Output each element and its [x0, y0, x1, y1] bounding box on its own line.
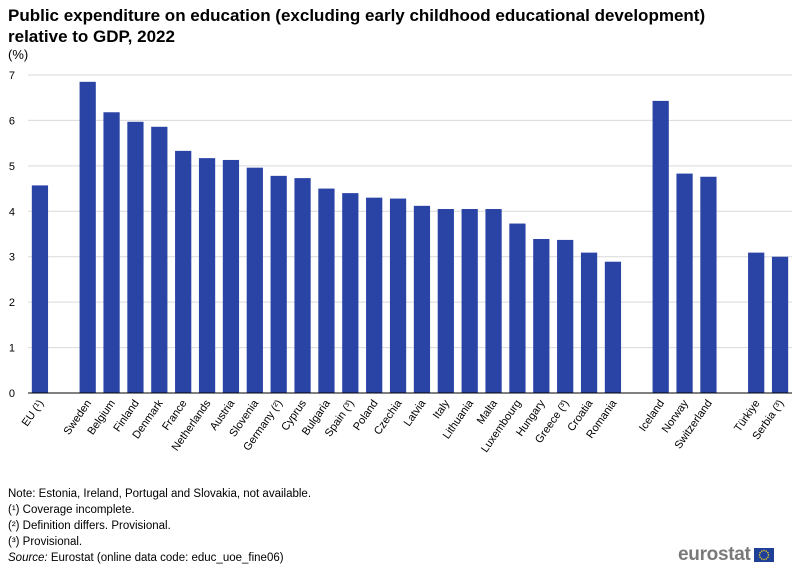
bar [771, 256, 789, 393]
footnote-3: (³) Provisional. [8, 536, 83, 548]
bar [151, 126, 168, 393]
bar [652, 100, 669, 393]
y-tick-label: 2 [9, 297, 15, 309]
bar [413, 205, 431, 393]
bar [557, 239, 574, 393]
footnote-1: (¹) Coverage incomplete. [8, 504, 135, 516]
y-tick-label: 1 [9, 343, 15, 355]
bar [389, 198, 407, 393]
bar [700, 176, 717, 393]
bar [533, 238, 550, 393]
bar [437, 209, 454, 393]
y-unit-label: (%) [8, 47, 29, 62]
bar [198, 158, 216, 393]
bar [342, 193, 359, 393]
x-tick-label: Latvia [402, 397, 429, 429]
footnote-2: (²) Definition differs. Provisional. [8, 520, 171, 532]
bar [676, 173, 693, 393]
bar [103, 112, 120, 393]
bar [127, 121, 144, 393]
source-label: Source: [8, 552, 48, 564]
y-tick-label: 7 [9, 70, 15, 82]
bar [294, 178, 311, 393]
y-tick-label: 6 [9, 115, 15, 127]
bar [748, 252, 765, 393]
bar [366, 197, 383, 393]
bar [485, 209, 502, 393]
source-line: Source: Eurostat (online data code: educ… [8, 550, 311, 566]
y-tick-label: 3 [9, 252, 15, 264]
note-text: Note: Estonia, Ireland, Portugal and Slo… [8, 488, 312, 500]
bar [270, 175, 287, 393]
eurostat-logo: eurostat [678, 544, 774, 566]
bar [222, 159, 240, 393]
y-tick-label: 4 [9, 206, 15, 218]
bar [580, 252, 598, 393]
bar [79, 81, 96, 394]
source-text: Eurostat (online data code: educ_uoe_fin… [47, 552, 284, 564]
bar [509, 223, 526, 393]
logo-text: eurostat [678, 544, 751, 565]
chart-title: Public expenditure on education (excludi… [8, 6, 706, 46]
y-tick-label: 5 [9, 161, 15, 173]
bar [461, 209, 478, 393]
bar [31, 185, 49, 393]
x-tick-label: EU (¹) [20, 398, 47, 429]
bar [175, 150, 192, 393]
x-tick-label: Italy [431, 397, 453, 421]
eu-flag-icon [753, 548, 774, 562]
bar [318, 188, 335, 393]
footnotes: Note: Estonia, Ireland, Portugal and Slo… [8, 486, 311, 566]
bar [246, 167, 263, 393]
y-tick-label: 0 [9, 388, 15, 400]
bar [604, 261, 622, 393]
